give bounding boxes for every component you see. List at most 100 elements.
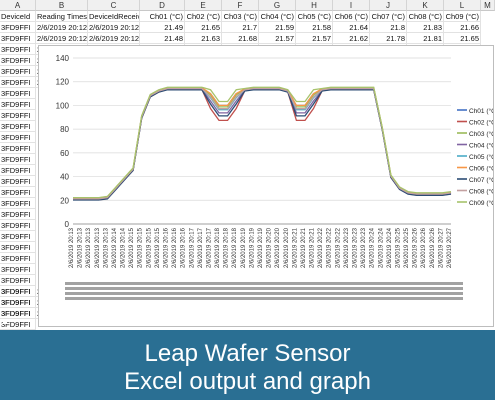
column-header-i[interactable]: I (333, 0, 370, 11)
x-tick-label: 2/6/2019 20:13 (78, 227, 84, 268)
banner-subtitle: Excel output and graph (124, 368, 371, 395)
table-cell[interactable]: 21.7 (222, 22, 259, 33)
column-header-e[interactable]: E (185, 0, 222, 11)
line-chart[interactable]: 0 20 40 60 80 100 120 140 2/6/2019 20:13 2/6/2019… (38, 45, 495, 327)
table-cell-device-id[interactable]: 3FD9FFI (0, 99, 36, 110)
table-cell[interactable]: 21.81 (407, 33, 444, 44)
legend-label: Ch05 (°C) (469, 153, 493, 161)
table-cell-device-id[interactable]: 3FD9FFI (0, 176, 36, 187)
table-cell-device-id[interactable]: 3FD9FFI (0, 132, 36, 143)
table-cell-device-id[interactable]: 3FD9FFI (0, 154, 36, 165)
table-cell[interactable]: 2/6/2019 20:12 (88, 22, 140, 33)
x-tick-label: 2/6/2019 20:16 (164, 227, 170, 268)
table-cell[interactable]: 21.78 (370, 33, 407, 44)
table-cell[interactable]: 3FD9FFI (0, 308, 36, 319)
table-cell[interactable]: 21.8 (370, 22, 407, 33)
table-cell-device-id[interactable]: 3FD9FFI (0, 55, 36, 66)
bullet-marker (3, 320, 7, 324)
table-cell-device-id[interactable]: 3FD9FFI (0, 209, 36, 220)
table-cell[interactable]: 3FD9FFI (0, 297, 36, 308)
table-cell[interactable]: 21.59 (259, 22, 296, 33)
column-header-g[interactable]: G (259, 0, 296, 11)
table-cell-device-id[interactable]: 3FD9FFI (0, 242, 36, 253)
table-cell[interactable]: 3FD9FFI (0, 286, 36, 297)
table-cell-device-id[interactable]: 3FD9FFI (0, 275, 36, 286)
table-cell[interactable]: 21.58 (296, 22, 333, 33)
column-header-j[interactable]: J (370, 0, 407, 11)
x-tick-label: 2/6/2019 20:13 (103, 227, 109, 268)
table-cell[interactable]: Ch09 (°C) (444, 11, 481, 22)
column-header-h[interactable]: H (296, 0, 333, 11)
table-cell[interactable]: DeviceId (0, 11, 36, 22)
table-cell[interactable]: 21.64 (333, 22, 370, 33)
column-header-f[interactable]: F (222, 0, 259, 11)
table-cell[interactable]: DeviceIdReceived Time (88, 11, 140, 22)
y-tick-label: 80 (60, 125, 69, 134)
x-tick-label: 2/6/2019 20:15 (138, 227, 144, 268)
table-cell-device-id[interactable]: 3FD9FFI (0, 77, 36, 88)
table-cell[interactable]: 3FD9FFI (0, 33, 36, 44)
x-tick-label: 2/6/2019 20:27 (438, 227, 444, 268)
table-cell[interactable]: 21.57 (259, 33, 296, 44)
x-tick-label: 2/6/2019 20:24 (387, 227, 393, 268)
table-cell[interactable]: Ch02 (°C) (185, 11, 222, 22)
table-cell[interactable]: 2/6/2019 20:12 (36, 22, 88, 33)
table-cell[interactable]: 21.57 (296, 33, 333, 44)
table-cell-device-id[interactable]: 3FD9FFI (0, 264, 36, 275)
table-cell[interactable]: 2/6/2019 20:12 (36, 33, 88, 44)
table-cell[interactable]: Ch05 (°C) (296, 11, 333, 22)
table-cell-device-id[interactable]: 3FD9FFI (0, 198, 36, 209)
table-cell[interactable]: 3FD9FFI (0, 22, 36, 33)
table-cell-device-id[interactable]: 3FD9FFI (0, 88, 36, 99)
table-cell-device-id[interactable]: 3FD9FFI (0, 319, 36, 330)
table-cell[interactable]: Ch07 (°C) (370, 11, 407, 22)
table-cell[interactable]: 21.66 (444, 22, 481, 33)
table-cell[interactable]: Ch08 (°C) (407, 11, 444, 22)
column-header-c[interactable]: C (88, 0, 140, 11)
legend-label: Ch04 (°C) (469, 142, 493, 150)
x-tick-label: 2/6/2019 20:16 (181, 227, 187, 268)
table-cell[interactable]: Ch03 (°C) (222, 11, 259, 22)
y-tick-label: 60 (60, 149, 69, 158)
table-cell[interactable]: 21.63 (185, 33, 222, 44)
table-cell[interactable]: 21.68 (222, 33, 259, 44)
table-cell[interactable]: 3FD9FFI (0, 44, 36, 55)
x-tick-label: 2/6/2019 20:19 (249, 227, 255, 268)
table-cell-device-id[interactable]: 3FD9FFI (0, 121, 36, 132)
column-header-l[interactable]: L (444, 0, 481, 11)
column-header-k[interactable]: K (407, 0, 444, 11)
x-tick-label: 2/6/2019 20:15 (155, 227, 161, 268)
column-header-b[interactable]: B (36, 0, 88, 11)
x-tick-label: 2/6/2019 20:14 (121, 227, 127, 268)
table-cell[interactable]: 21.49 (140, 22, 185, 33)
table-cell[interactable]: 21.65 (185, 22, 222, 33)
table-cell[interactable]: Ch06 (°C) (333, 11, 370, 22)
column-header-m[interactable]: M (481, 0, 495, 11)
x-tick-label: 2/6/2019 20:26 (413, 227, 419, 268)
legend-label: Ch02 (°C) (469, 119, 493, 127)
x-tick-label: 2/6/2019 20:26 (430, 227, 436, 268)
table-cell-device-id[interactable]: 3FD9FFI (0, 253, 36, 264)
table-cell[interactable]: 21.48 (140, 33, 185, 44)
table-cell[interactable]: 2/6/2019 20:12 (88, 33, 140, 44)
table-cell[interactable]: 21.62 (333, 33, 370, 44)
x-tick-label: 2/6/2019 20:23 (344, 227, 350, 268)
table-cell-device-id[interactable]: 3FD9FFI (0, 231, 36, 242)
column-header-a[interactable]: A (0, 0, 36, 11)
table-cell[interactable]: Ch04 (°C) (259, 11, 296, 22)
table-cell[interactable]: Reading Timestamp (36, 11, 88, 22)
table-cell-device-id[interactable]: 3FD9FFI (0, 66, 36, 77)
table-cell[interactable]: Ch01 (°C) (140, 11, 185, 22)
table-cell-device-id[interactable]: 3FD9FFI (0, 165, 36, 176)
x-tick-label: 2/6/2019 20:25 (395, 227, 401, 268)
x-tick-label: 2/6/2019 20:22 (327, 227, 333, 268)
table-cell[interactable]: 21.83 (407, 22, 444, 33)
column-header-d[interactable]: D (140, 0, 185, 11)
table-cell-device-id[interactable]: 3FD9FFI (0, 110, 36, 121)
table-cell-device-id[interactable]: 3FD9FFI (0, 143, 36, 154)
x-tick-label: 2/6/2019 20:21 (310, 227, 316, 268)
y-tick-label: 40 (60, 173, 69, 182)
table-cell[interactable]: 21.65 (444, 33, 481, 44)
table-cell-device-id[interactable]: 3FD9FFI (0, 187, 36, 198)
table-cell-device-id[interactable]: 3FD9FFI (0, 220, 36, 231)
